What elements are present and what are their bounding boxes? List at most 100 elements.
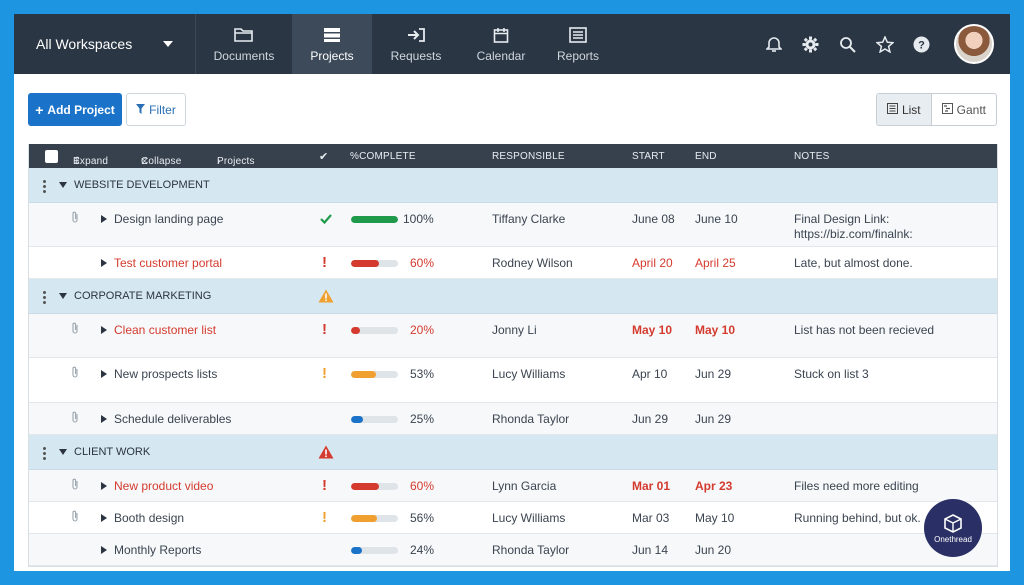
drag-handle-icon[interactable]: [43, 291, 46, 306]
filter-button[interactable]: Filter: [126, 93, 186, 126]
caret-right-icon[interactable]: [101, 415, 107, 423]
responsible-name[interactable]: Lynn Garcia: [492, 479, 557, 493]
end-date[interactable]: May 10: [695, 511, 735, 525]
start-date[interactable]: Apr 10: [632, 367, 668, 381]
responsible-name[interactable]: Rhonda Taylor: [492, 543, 570, 557]
task-name[interactable]: Schedule deliverables: [114, 412, 232, 426]
status-column-header: ✔: [319, 150, 329, 163]
table-row[interactable]: Test customer portal! 60% Rodney Wilson Apr…: [29, 247, 997, 279]
nav-projects[interactable]: Projects: [292, 14, 372, 74]
drag-handle-icon[interactable]: [43, 180, 46, 195]
table-row[interactable]: New prospects lists! 53% Lucy Williams Apr …: [29, 358, 997, 403]
check-icon: [320, 213, 332, 227]
caret-right-icon[interactable]: [101, 514, 107, 522]
task-name[interactable]: Test customer portal: [114, 256, 223, 270]
caret-right-icon[interactable]: [101, 259, 107, 267]
view-gantt-label: Gantt: [956, 102, 986, 117]
notes-text[interactable]: Final Design Link:: [794, 212, 890, 226]
start-date[interactable]: June 08: [632, 212, 675, 226]
avatar[interactable]: [954, 24, 994, 64]
bell-icon[interactable]: [755, 36, 792, 53]
caret-right-icon[interactable]: [101, 370, 107, 378]
group-row[interactable]: WEBSITE DEVELOPMENT: [29, 168, 997, 203]
responsible-name[interactable]: Jonny Li: [492, 323, 537, 337]
star-icon[interactable]: [866, 35, 903, 53]
notes-link[interactable]: https://biz.com/finalnk:: [794, 227, 913, 241]
reports-icon: [569, 26, 587, 44]
start-date[interactable]: Mar 01: [632, 479, 671, 493]
search-icon[interactable]: [829, 36, 866, 53]
progress-bar: [351, 416, 398, 423]
notes-text[interactable]: Running behind, but ok.: [794, 511, 921, 525]
end-date[interactable]: Jun 29: [695, 412, 732, 426]
group-row[interactable]: CLIENT WORK: [29, 435, 997, 470]
percent-complete: 25%: [410, 412, 435, 426]
caret-down-icon[interactable]: [59, 449, 67, 455]
nav-documents[interactable]: Documents: [196, 14, 292, 74]
task-name[interactable]: Clean customer list: [114, 323, 217, 337]
nav-requests[interactable]: Requests: [372, 14, 460, 74]
progress-fill: [351, 371, 376, 378]
task-name[interactable]: New product video: [114, 479, 214, 493]
warning-icon: [318, 445, 334, 462]
progress-fill: [351, 483, 380, 490]
end-date[interactable]: June 10: [695, 212, 738, 226]
start-date[interactable]: Jun 14: [632, 543, 669, 557]
start-date[interactable]: Mar 03: [632, 511, 670, 525]
nav-reports[interactable]: Reports: [542, 14, 614, 74]
view-gantt-button[interactable]: Gantt: [932, 94, 996, 125]
plus-icon: +: [35, 101, 44, 118]
task-name[interactable]: Monthly Reports: [114, 543, 202, 557]
select-all-checkbox[interactable]: [45, 150, 58, 163]
task-name[interactable]: Booth design: [114, 511, 185, 525]
notes-text[interactable]: Files need more editing: [794, 479, 919, 493]
responsible-name[interactable]: Rodney Wilson: [492, 256, 573, 270]
paperclip-icon[interactable]: [71, 366, 79, 381]
notes-text[interactable]: Late, but almost done.: [794, 256, 913, 270]
start-date[interactable]: Jun 29: [632, 412, 669, 426]
view-list-button[interactable]: List: [876, 94, 932, 125]
add-project-button[interactable]: + Add Project: [28, 93, 122, 126]
table-row[interactable]: New product video! 60% Lynn Garcia Mar 01 Ap…: [29, 470, 997, 502]
caret-right-icon[interactable]: [101, 546, 107, 554]
responsible-name[interactable]: Lucy Williams: [492, 511, 566, 525]
nav-calendar[interactable]: Calendar: [460, 14, 542, 74]
end-date[interactable]: May 10: [695, 323, 736, 337]
paperclip-icon[interactable]: [71, 411, 79, 426]
paperclip-icon[interactable]: [71, 322, 79, 337]
caret-right-icon[interactable]: [101, 326, 107, 334]
end-date[interactable]: Jun 29: [695, 367, 732, 381]
responsible-name[interactable]: Tiffany Clarke: [492, 212, 566, 226]
caret-down-icon[interactable]: [59, 293, 67, 299]
expand-label: Expand: [73, 156, 109, 167]
end-date[interactable]: Jun 20: [695, 543, 732, 557]
caret-down-icon[interactable]: [59, 182, 67, 188]
caret-right-icon[interactable]: [101, 215, 107, 223]
table-row[interactable]: Schedule deliverables 25% Rhonda Taylor Jun…: [29, 403, 997, 435]
caret-right-icon[interactable]: [101, 482, 107, 490]
end-date[interactable]: Apr 23: [695, 479, 733, 493]
onethread-badge: Onethread: [924, 499, 982, 557]
responsible-name[interactable]: Lucy Williams: [492, 367, 566, 381]
workspace-label: All Workspaces: [36, 36, 133, 52]
start-date[interactable]: April 20: [632, 256, 673, 270]
end-date[interactable]: April 25: [695, 256, 736, 270]
start-date[interactable]: May 10: [632, 323, 673, 337]
help-icon[interactable]: ?: [903, 36, 940, 53]
notes-text[interactable]: Stuck on list 3: [794, 367, 869, 381]
group-row[interactable]: CORPORATE MARKETING: [29, 279, 997, 314]
table-row[interactable]: Booth design! 56% Lucy Williams Mar 03 May 1…: [29, 502, 997, 534]
drag-handle-icon[interactable]: [43, 447, 46, 462]
notes-text[interactable]: List has not been recieved: [794, 323, 935, 337]
table-row[interactable]: Clean customer list! 20% Jonny Li May 10 May…: [29, 314, 997, 358]
responsible-name[interactable]: Rhonda Taylor: [492, 412, 570, 426]
gear-icon[interactable]: [792, 36, 829, 53]
workspace-selector[interactable]: All Workspaces: [14, 14, 196, 74]
table-row[interactable]: Design landing page 100% Tiffany Clarke Jun…: [29, 203, 997, 247]
paperclip-icon[interactable]: [71, 510, 79, 525]
table-row[interactable]: Monthly Reports 24% Rhonda Taylor Jun 14 Jun…: [29, 534, 997, 566]
task-name[interactable]: Design landing page: [114, 212, 224, 226]
paperclip-icon[interactable]: [71, 478, 79, 493]
paperclip-icon[interactable]: [71, 211, 79, 226]
task-name[interactable]: New prospects lists: [114, 367, 218, 381]
